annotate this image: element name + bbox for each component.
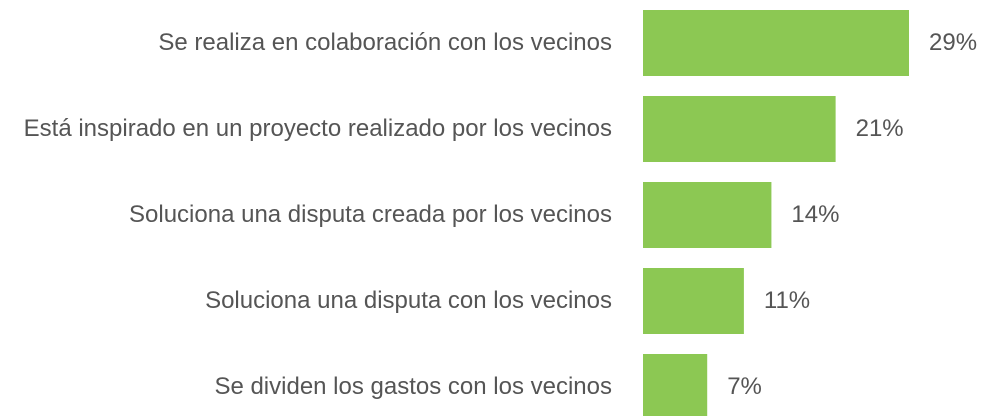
value-label: 11% xyxy=(763,287,811,314)
bar xyxy=(643,10,909,76)
bar xyxy=(643,354,708,416)
value-label: 29% xyxy=(929,29,978,56)
value-label: 21% xyxy=(855,115,904,142)
bar xyxy=(643,268,744,334)
category-label: Soluciona una disputa con los vecinos xyxy=(205,286,612,314)
value-label: 14% xyxy=(791,201,840,228)
category-label: Está inspirado en un proyecto realizado … xyxy=(23,114,612,142)
category-label: Se dividen los gastos con los vecinos xyxy=(214,372,612,400)
value-label: 7% xyxy=(727,373,762,400)
category-label: Se realiza en colaboración con los vecin… xyxy=(158,28,612,56)
bar xyxy=(643,182,772,248)
bar xyxy=(643,96,836,162)
category-label: Soluciona una disputa creada por los vec… xyxy=(129,200,612,228)
